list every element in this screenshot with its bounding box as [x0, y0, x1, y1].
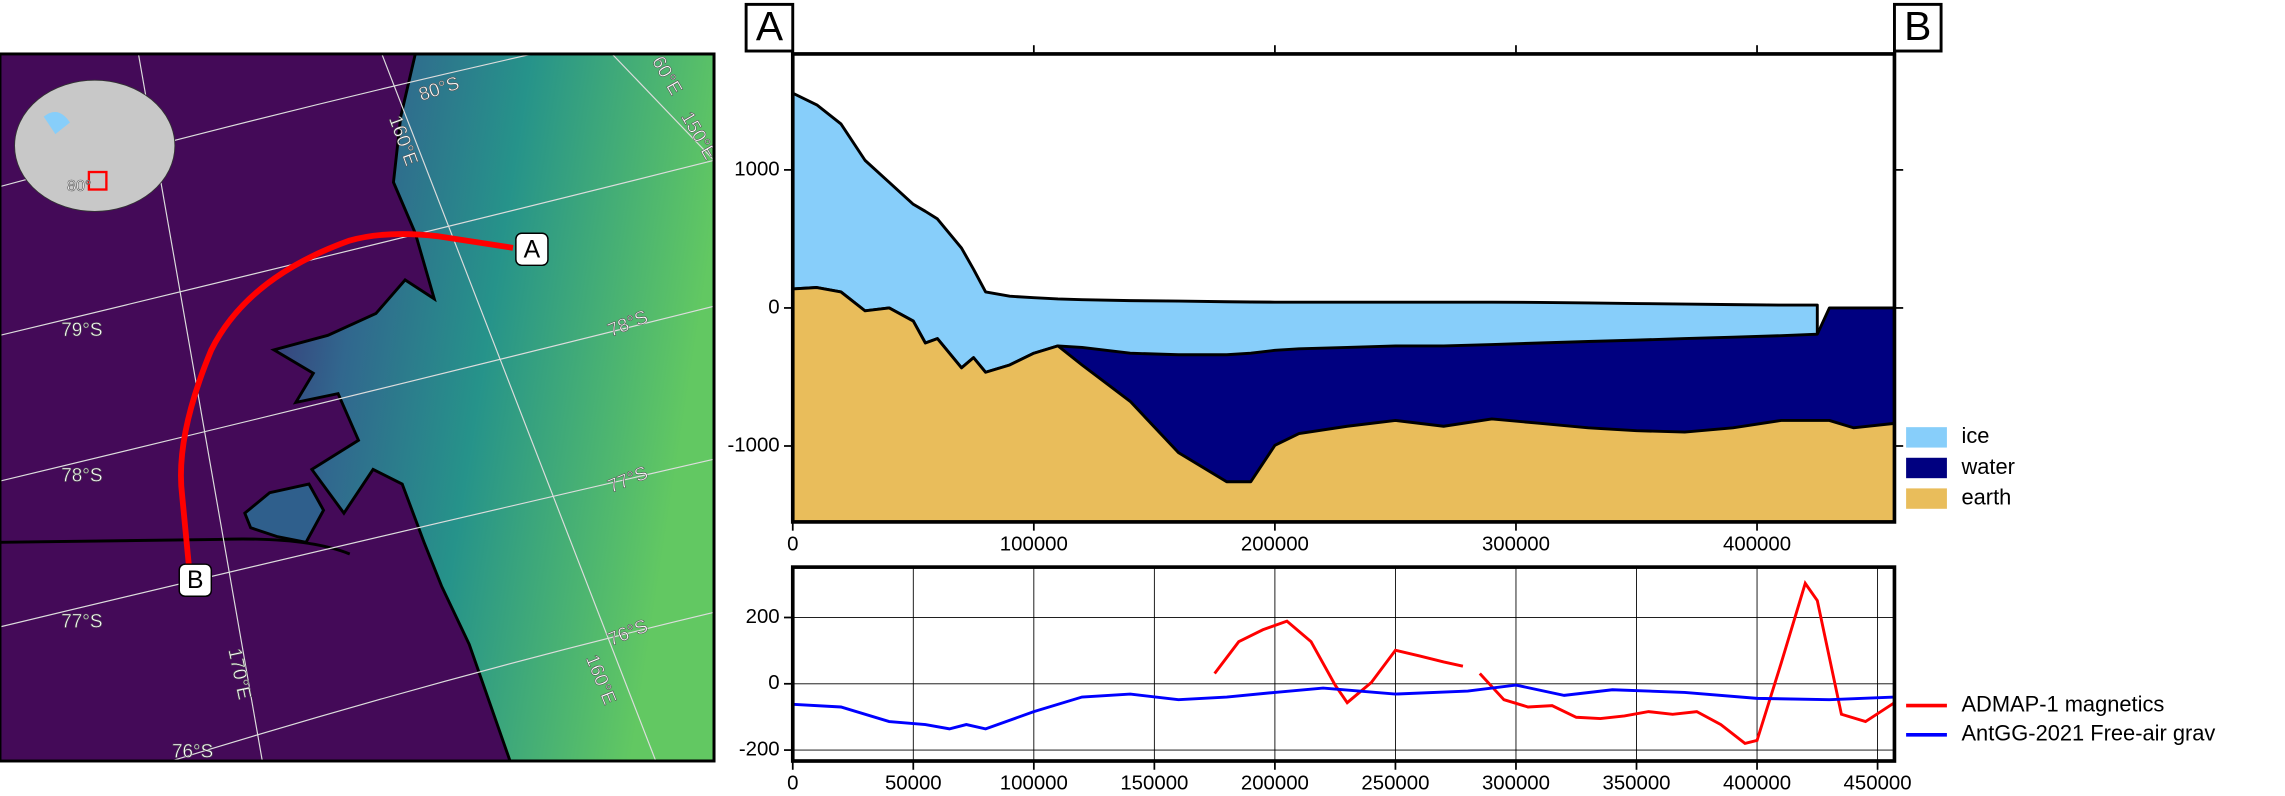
graticule-label: 76°S: [172, 741, 213, 762]
data-line: [792, 683, 1895, 731]
graticule-label: 77°S: [61, 612, 102, 633]
point-box: [515, 232, 549, 267]
legend-label: AntGG-2021 Free-air grav: [1961, 721, 2215, 746]
x-tick-label: 300000: [1482, 534, 1550, 556]
graticule-line: [0, 305, 715, 482]
legend-swatch: [1906, 488, 1947, 509]
y-tick-label: -1000: [727, 434, 779, 456]
point-box: [178, 563, 213, 597]
annotation: A: [756, 3, 784, 49]
x-tick-label: 400000: [1723, 773, 1791, 795]
graticule-line: [611, 53, 715, 161]
layers: [792, 91, 1895, 522]
x-tick-label: 0: [787, 534, 798, 556]
ice-shelf-edge: [0, 537, 351, 556]
x-tick-label: 200000: [1241, 773, 1309, 795]
graticule-line: [381, 53, 657, 762]
legend-label: water: [1960, 454, 2014, 479]
legend-label: ADMAP-1 magnetics: [1961, 691, 2164, 716]
y-tick-label: 1000: [734, 158, 779, 180]
data-line: [1213, 580, 1895, 746]
plot-frame: [790, 565, 1897, 763]
annotation: B: [1904, 3, 1931, 49]
map-frame: [0, 52, 716, 763]
section-chart: 0 100000 200000 300000 400000 1000 0 -1000 ice wa…: [727, 2, 2015, 556]
x-tick-label: 100000: [1000, 534, 1068, 556]
annotation-box: [1892, 2, 1943, 53]
y-tick-label: 0: [768, 296, 779, 318]
annotation-box: [744, 2, 795, 53]
y-tick-label: -200: [739, 738, 780, 760]
x-tick-label: 0: [787, 773, 798, 795]
legend-label: ice: [1961, 423, 1989, 448]
profile-chart: 0 50000 100000 150000 200000 250000 300000 3500…: [739, 565, 2215, 795]
legend-swatch: [1906, 427, 1947, 448]
inset-ice-shelf: [43, 111, 70, 135]
legend-label: earth: [1961, 484, 2011, 509]
x-tick-label: 50000: [885, 773, 942, 795]
profile-line: [178, 231, 514, 572]
plot-frame: [790, 52, 1897, 524]
point-label: B: [187, 567, 204, 594]
graticule-label: 78°S: [61, 466, 102, 487]
terrain: [270, 53, 715, 762]
x-tick-label: 150000: [1120, 773, 1188, 795]
graticule-line: [0, 159, 715, 336]
x-tick-label: 250000: [1361, 773, 1429, 795]
x-tick-label: 400000: [1723, 534, 1791, 556]
map: 80° A B 80°S 160°E 60°E 150°E 79°S 78°S …: [0, 53, 715, 762]
x-tick-label: 450000: [1844, 773, 1912, 795]
x-tick-label: 200000: [1241, 534, 1309, 556]
y-tick-label: 0: [768, 672, 779, 694]
layer-area: [792, 286, 1895, 522]
x-tick-label: 350000: [1602, 773, 1670, 795]
y-tick-label: 200: [746, 606, 780, 628]
inset-label: 80°: [67, 177, 91, 195]
island: [243, 482, 326, 544]
point-label: A: [524, 236, 541, 263]
graticule-line: [169, 611, 715, 762]
graticule-label: 79°S: [61, 320, 102, 341]
inset-box: [87, 170, 108, 191]
inset-antarctica: [14, 79, 176, 212]
x-tick-label: 300000: [1482, 773, 1550, 795]
x-tick-label: 100000: [1000, 773, 1068, 795]
legend-swatch: [1906, 457, 1947, 479]
graticule-line: [0, 458, 715, 628]
